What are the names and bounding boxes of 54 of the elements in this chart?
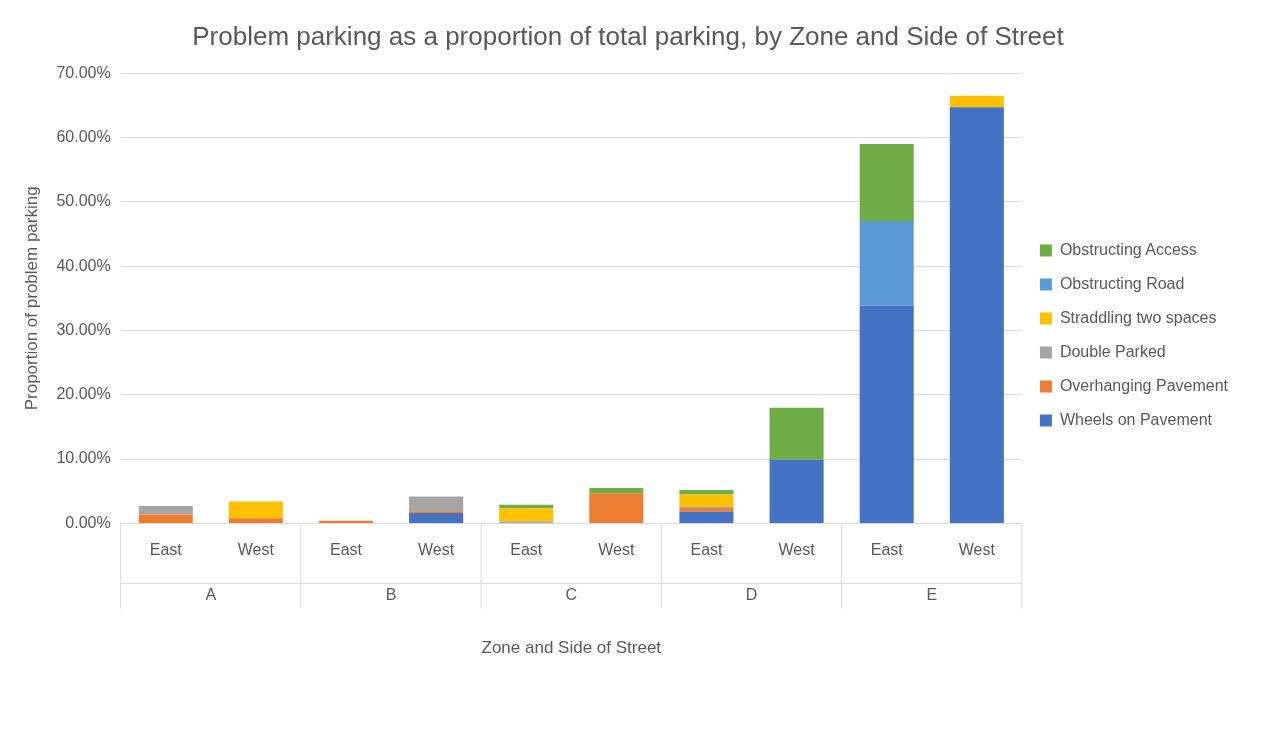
x-tick-label: West — [778, 541, 816, 559]
chart-title: Problem parking as a proportion of total parking, by Zone and Side of Street — [192, 20, 1065, 51]
bar — [409, 513, 464, 523]
bar — [949, 95, 1004, 108]
y-tick-label: 20.00% — [56, 385, 111, 403]
bar — [859, 143, 914, 222]
legend-label: Obstructing Access — [1059, 240, 1197, 258]
bar — [138, 514, 193, 523]
bar — [769, 407, 824, 460]
legend-label: Obstructing Road — [1059, 274, 1185, 292]
text: D — [745, 585, 758, 603]
x-tick-label: West — [237, 541, 275, 559]
x-tick-label: East — [329, 541, 363, 559]
y-axis-title: Proportion of problem parking — [21, 186, 41, 411]
y-tick-label: 50.00% — [56, 192, 111, 210]
x-tick-label: East — [870, 541, 904, 559]
y-tick-label: 40.00% — [56, 256, 111, 274]
legend-label: Overhanging Pavement — [1059, 376, 1229, 394]
text: B — [385, 585, 397, 603]
y-tick-label: 30.00% — [56, 320, 111, 338]
bar — [409, 496, 464, 512]
bar — [499, 504, 554, 509]
legend-label: Wheels on Pavement — [1059, 410, 1213, 428]
bar — [679, 507, 734, 512]
bar — [589, 493, 644, 523]
text: A — [205, 585, 217, 603]
bar — [679, 511, 734, 523]
x-axis-title: Zone and Side of Street — [481, 638, 662, 658]
y-tick-label: 0.00% — [65, 513, 111, 531]
y-tick-label: 70.00% — [56, 63, 111, 81]
bar — [589, 488, 644, 494]
y-tick-label: 60.00% — [56, 127, 111, 145]
y-tick-label: 10.00% — [56, 449, 111, 467]
bar — [859, 305, 914, 523]
legend-label: Double Parked — [1059, 342, 1166, 360]
bar — [859, 221, 914, 306]
text: E — [926, 585, 938, 603]
bar — [679, 489, 734, 495]
bar — [228, 501, 283, 519]
bar — [499, 508, 554, 522]
x-tick-label: West — [598, 541, 635, 559]
bar — [318, 520, 374, 523]
text: C — [565, 585, 578, 603]
bar — [949, 107, 1004, 523]
bar — [769, 459, 824, 523]
x-tick-label: West — [958, 541, 996, 559]
bar — [679, 494, 734, 507]
legend-label: Straddling two spaces — [1059, 308, 1217, 326]
x-tick-label: East — [149, 541, 183, 559]
x-tick-label: West — [418, 541, 455, 559]
x-tick-label: East — [510, 541, 543, 559]
bar — [228, 518, 283, 523]
x-tick-label: East — [690, 541, 724, 559]
bar — [138, 506, 193, 515]
